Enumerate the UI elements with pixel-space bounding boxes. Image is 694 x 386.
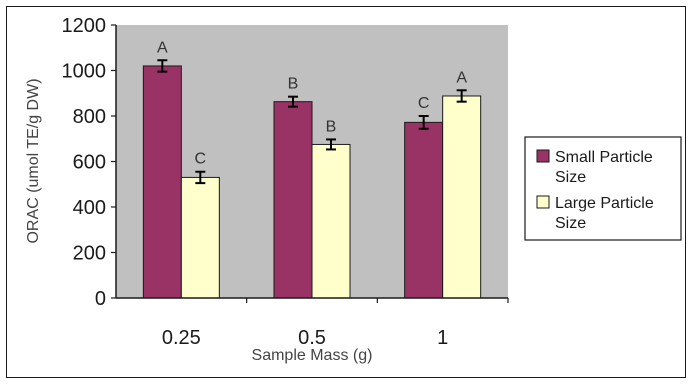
y-tick-label: 1200 (62, 15, 107, 37)
x-axis: 0.25 0.5 1 (116, 297, 509, 349)
bars: A C B B C A (142, 39, 482, 299)
x-tick-label: 0.25 (162, 327, 201, 349)
bar-large-0 (180, 176, 220, 299)
bar-large-1 (311, 143, 351, 299)
bar-small-1 (273, 101, 313, 299)
significance-letter: C (418, 95, 430, 112)
significance-letter: C (195, 151, 207, 168)
y-tick-label: 800 (73, 106, 106, 128)
significance-letter: B (326, 118, 337, 135)
bar-small-2 (404, 121, 444, 299)
error-bar (195, 170, 206, 185)
y-tick-label: 1000 (62, 61, 107, 83)
significance-letter: A (157, 39, 168, 56)
bar-large-2 (442, 95, 482, 299)
y-tick-label: 600 (73, 152, 106, 174)
significance-letter: B (288, 76, 299, 93)
error-bar (157, 59, 168, 73)
error-bar (456, 89, 467, 103)
legend-label: Size (555, 215, 586, 232)
y-tick-label: 400 (73, 197, 106, 219)
legend-swatch (536, 149, 550, 163)
y-axis: 0 200 400 600 800 1000 1200 (62, 15, 117, 310)
x-tick-label: 1 (437, 327, 448, 349)
y-axis-title: ORAC (umol TE/g DW) (25, 78, 42, 243)
y-tick-label: 200 (73, 243, 106, 265)
error-bar (418, 115, 429, 130)
legend-box (524, 136, 682, 241)
legend-label: Small Particle (555, 149, 653, 166)
significance-letter: A (456, 69, 467, 86)
error-bar (326, 138, 336, 151)
bar-small-0 (142, 65, 182, 299)
legend-swatch (536, 195, 550, 209)
error-bar (288, 95, 298, 108)
legend-label: Large Particle (555, 195, 654, 212)
x-axis-title: Sample Mass (g) (252, 347, 373, 364)
legend-label: Size (555, 169, 586, 186)
x-tick-label: 0.5 (298, 327, 326, 349)
y-tick-label: 0 (95, 288, 106, 310)
legend: Small Particle Size Large Particle Size (524, 136, 682, 241)
